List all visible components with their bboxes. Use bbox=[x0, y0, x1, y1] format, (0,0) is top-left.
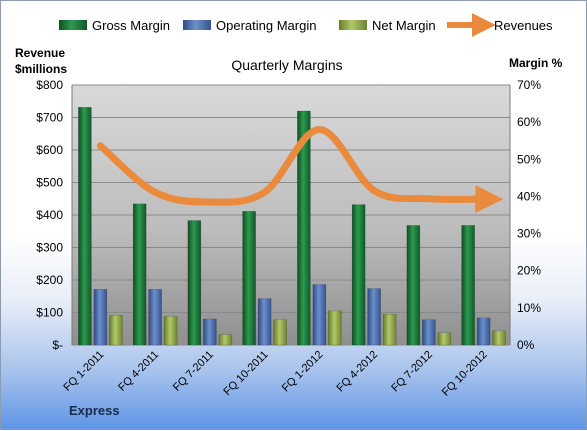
bar-marks bbox=[78, 107, 506, 346]
legend-swatch-operating-margin bbox=[183, 20, 211, 30]
gross-margin-bar bbox=[242, 211, 256, 346]
right-tick-label: 50% bbox=[517, 152, 541, 166]
right-axis-title: Margin % bbox=[509, 56, 563, 70]
category-label: FQ 1-2011 bbox=[61, 349, 106, 394]
left-tick-label: $100 bbox=[36, 306, 63, 320]
right-tick-label: 20% bbox=[517, 264, 541, 278]
right-tick-label: 70% bbox=[517, 78, 541, 92]
net-margin-bar bbox=[109, 315, 123, 346]
left-tick-label: $800 bbox=[36, 78, 63, 92]
right-tick-label: 40% bbox=[517, 189, 541, 203]
legend-label-revenues: Revenues bbox=[494, 18, 553, 33]
operating-margin-bar bbox=[203, 318, 217, 346]
right-tick-label: 30% bbox=[517, 227, 541, 241]
right-axis-ticks: 0% 10% 20% 30% 40% 50% 60% 70% bbox=[517, 78, 541, 352]
category-label: FQ 1-2012 bbox=[280, 349, 326, 395]
left-tick-label: $500 bbox=[36, 176, 63, 190]
operating-margin-bar bbox=[312, 284, 327, 346]
right-tick-label: 60% bbox=[517, 115, 541, 129]
left-tick-label: $700 bbox=[36, 111, 63, 125]
legend-swatch-net-margin bbox=[339, 20, 367, 30]
operating-margin-bar bbox=[476, 317, 491, 346]
left-tick-label: $300 bbox=[36, 241, 63, 255]
legend: Gross Margin Operating Margin Net Margin… bbox=[59, 13, 553, 37]
net-margin-bar bbox=[437, 332, 452, 346]
gross-margin-bar bbox=[132, 203, 147, 346]
left-tick-label: $400 bbox=[36, 208, 63, 222]
left-axis-title-line1: Revenue bbox=[15, 46, 65, 60]
operating-margin-bar bbox=[257, 298, 272, 346]
legend-label-net-margin: Net Margin bbox=[372, 18, 436, 33]
operating-margin-bar bbox=[93, 289, 108, 346]
operating-margin-bar bbox=[148, 289, 162, 346]
category-label: FQ 10-2011 bbox=[221, 349, 270, 398]
chart-title: Quarterly Margins bbox=[231, 57, 342, 73]
legend-label-operating-margin: Operating Margin bbox=[216, 18, 316, 33]
category-label: FQ 4-2011 bbox=[116, 349, 161, 394]
operating-margin-bar bbox=[367, 288, 381, 346]
left-axis-title-line2: $millions bbox=[15, 62, 67, 76]
gross-margin-bar bbox=[351, 204, 366, 346]
footer-label: Express bbox=[69, 403, 120, 418]
operating-margin-bar bbox=[422, 319, 436, 346]
gross-margin-bar bbox=[461, 225, 475, 346]
category-label: FQ 10-2012 bbox=[440, 349, 490, 399]
net-margin-bar bbox=[163, 316, 178, 346]
category-label: FQ 7-2012 bbox=[389, 349, 435, 395]
left-tick-label: $600 bbox=[36, 143, 63, 157]
net-margin-bar bbox=[218, 334, 233, 346]
category-labels: FQ 1-2011 FQ 4-2011 FQ 7-2011 FQ 10-2011 FQ … bbox=[61, 349, 489, 399]
gross-margin-bar bbox=[406, 225, 421, 346]
left-axis-ticks: $- $100 $200 $300 $400 $500 $600 $700 $800 bbox=[36, 78, 63, 352]
legend-swatch-gross-margin bbox=[59, 20, 87, 30]
gross-margin-bar bbox=[187, 220, 202, 346]
left-tick-label: $200 bbox=[36, 273, 63, 287]
left-tick-label: $- bbox=[52, 338, 63, 352]
net-margin-bar bbox=[382, 313, 397, 346]
right-tick-label: 10% bbox=[517, 301, 541, 315]
net-margin-bar bbox=[492, 330, 506, 346]
category-label: FQ 4-2012 bbox=[335, 349, 381, 395]
revenues-line bbox=[96, 126, 504, 214]
gross-margin-bar bbox=[78, 107, 92, 346]
legend-label-gross-margin: Gross Margin bbox=[92, 18, 170, 33]
revenue-line-layer bbox=[96, 126, 504, 214]
category-label: FQ 7-2011 bbox=[171, 349, 216, 394]
gross-margin-bar bbox=[297, 110, 311, 346]
right-tick-label: 0% bbox=[517, 338, 535, 352]
net-margin-bar bbox=[328, 310, 342, 346]
net-margin-bar bbox=[273, 319, 287, 346]
